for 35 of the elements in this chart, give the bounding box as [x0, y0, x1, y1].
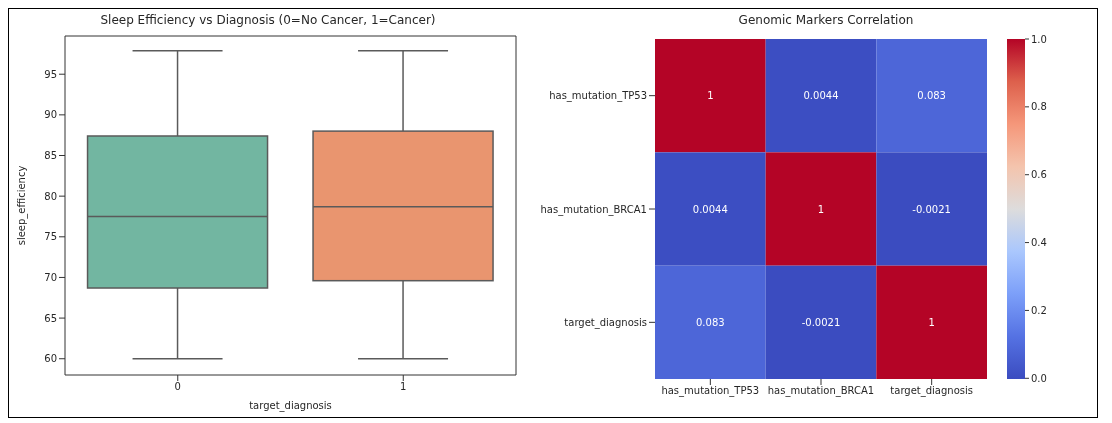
- color-bar-label: 0.0: [1031, 372, 1047, 384]
- data-label: 0.083: [917, 90, 946, 102]
- chart-title: Genomic Markers Correlation: [737, 13, 915, 29]
- x-axis-title: target_diagnosis: [249, 400, 332, 412]
- data-label: 0.0044: [803, 90, 839, 102]
- x-tick-label: 1: [400, 381, 407, 393]
- y-tick-label: has_mutation_TP53: [549, 90, 647, 103]
- color-bar-label: 0.4: [1031, 237, 1047, 249]
- y-tick-label: 90: [44, 109, 57, 121]
- y-tick-label: 75: [44, 231, 57, 243]
- y-tick-label: 70: [44, 272, 57, 283]
- color-bar-label: 0.8: [1031, 101, 1047, 113]
- x-tick-label: 0: [174, 381, 181, 393]
- data-label: 1: [707, 90, 714, 102]
- x-tick-label: has_mutation_TP53: [661, 385, 760, 398]
- y-tick-label: has_mutation_BRCA1: [540, 203, 647, 216]
- y-tick-label: 65: [44, 312, 57, 324]
- color-bar-label: 0.6: [1031, 169, 1047, 181]
- data-label: -0.0021: [912, 203, 951, 215]
- y-tick-label: 60: [44, 353, 57, 365]
- y-axis-title: sleep_efficiency: [15, 165, 28, 246]
- y-tick-label: 95: [44, 68, 57, 80]
- data-label: 0.083: [696, 316, 725, 328]
- color-bar-label: 0.2: [1031, 304, 1047, 316]
- chart-title: Sleep Efficiency vs Diagnosis (0=No Cancer, 1=Cancer): [99, 13, 437, 29]
- data-label: 1: [817, 203, 825, 215]
- y-tick-label: target_diagnosis: [564, 316, 647, 329]
- y-tick-label: 80: [44, 190, 57, 202]
- x-tick-label: has_mutation_BRCA1: [767, 385, 875, 398]
- data-label: 0.0044: [692, 203, 728, 215]
- color-bar-label: 1.0: [1031, 33, 1047, 45]
- data-label: -0.0021: [801, 316, 841, 328]
- x-tick-label: target_diagnosis: [890, 385, 973, 398]
- data-label: 1: [928, 316, 935, 328]
- y-tick-label: 85: [44, 150, 57, 162]
